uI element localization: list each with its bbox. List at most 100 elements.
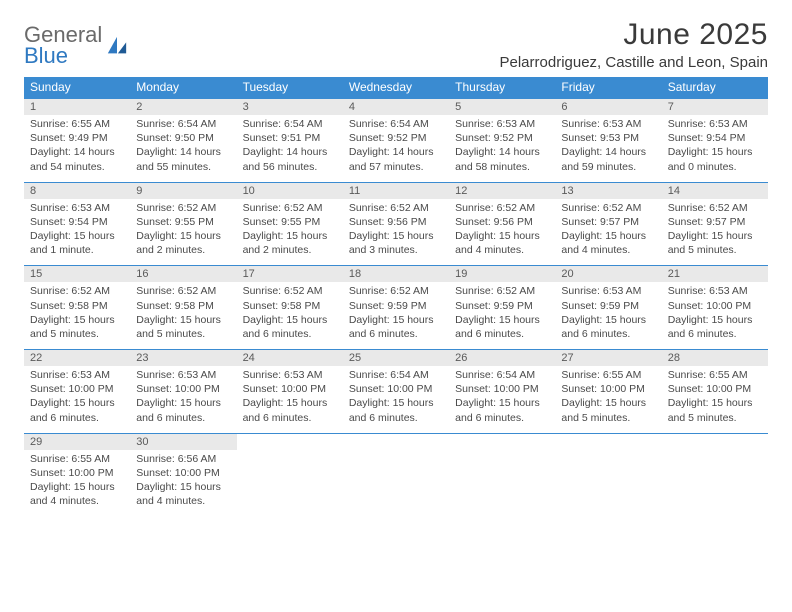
- dow-sunday: Sunday: [24, 77, 130, 98]
- sunset-text: Sunset: 9:55 PM: [136, 215, 230, 229]
- brand-text: General Blue: [24, 24, 102, 67]
- day-number: 13: [555, 183, 661, 199]
- sunset-text: Sunset: 9:51 PM: [243, 131, 337, 145]
- brand-logo: General Blue: [24, 18, 128, 67]
- sunset-text: Sunset: 10:00 PM: [30, 382, 124, 396]
- day-cell: Sunrise: 6:55 AMSunset: 10:00 PMDaylight…: [662, 366, 768, 433]
- sunrise-text: Sunrise: 6:53 AM: [243, 368, 337, 382]
- day-number: 25: [343, 350, 449, 366]
- sunrise-text: Sunrise: 6:52 AM: [243, 201, 337, 215]
- day-number: 3: [237, 99, 343, 115]
- sunset-text: Sunset: 9:57 PM: [668, 215, 762, 229]
- daylight-line-1: Daylight: 15 hours: [243, 229, 337, 243]
- day-cell: Sunrise: 6:53 AMSunset: 9:54 PMDaylight:…: [24, 199, 130, 266]
- daylight-line-1: Daylight: 15 hours: [561, 229, 655, 243]
- sunset-text: Sunset: 9:56 PM: [455, 215, 549, 229]
- sunset-text: Sunset: 9:54 PM: [30, 215, 124, 229]
- sunrise-text: Sunrise: 6:54 AM: [455, 368, 549, 382]
- daylight-line-1: Daylight: 15 hours: [136, 313, 230, 327]
- month-title: June 2025: [500, 18, 769, 52]
- daylight-line-1: Daylight: 15 hours: [349, 313, 443, 327]
- sunset-text: Sunset: 9:52 PM: [455, 131, 549, 145]
- daylight-line-2: and 1 minute.: [30, 243, 124, 257]
- sunrise-text: Sunrise: 6:52 AM: [455, 201, 549, 215]
- day-cell: Sunrise: 6:54 AMSunset: 9:52 PMDaylight:…: [343, 115, 449, 182]
- daylight-line-2: and 6 minutes.: [349, 327, 443, 341]
- daylight-line-2: and 58 minutes.: [455, 160, 549, 174]
- day-number: 18: [343, 266, 449, 282]
- title-block: June 2025 Pelarrodriguez, Castille and L…: [500, 18, 769, 71]
- daylight-line-1: Daylight: 15 hours: [30, 229, 124, 243]
- sunrise-text: Sunrise: 6:52 AM: [136, 284, 230, 298]
- sunrise-text: Sunrise: 6:53 AM: [561, 284, 655, 298]
- sunrise-text: Sunrise: 6:55 AM: [30, 452, 124, 466]
- dow-tuesday: Tuesday: [237, 77, 343, 98]
- daylight-line-2: and 54 minutes.: [30, 160, 124, 174]
- week-row: 2930Sunrise: 6:55 AMSunset: 10:00 PMDayl…: [24, 433, 768, 517]
- day-cell: Sunrise: 6:53 AMSunset: 10:00 PMDaylight…: [662, 282, 768, 349]
- daylight-line-2: and 5 minutes.: [30, 327, 124, 341]
- header: General Blue June 2025 Pelarrodriguez, C…: [24, 18, 768, 71]
- daylight-line-2: and 5 minutes.: [668, 243, 762, 257]
- sunset-text: Sunset: 9:58 PM: [243, 299, 337, 313]
- day-number: 2: [130, 99, 236, 115]
- daylight-line-1: Daylight: 15 hours: [243, 396, 337, 410]
- day-cell: Sunrise: 6:52 AMSunset: 9:55 PMDaylight:…: [237, 199, 343, 266]
- daylight-line-1: Daylight: 15 hours: [668, 229, 762, 243]
- daylight-line-2: and 59 minutes.: [561, 160, 655, 174]
- page: General Blue June 2025 Pelarrodriguez, C…: [0, 0, 792, 516]
- sunset-text: Sunset: 9:57 PM: [561, 215, 655, 229]
- day-cell: [237, 450, 343, 517]
- daylight-line-1: Daylight: 14 hours: [561, 145, 655, 159]
- day-cell: Sunrise: 6:54 AMSunset: 9:51 PMDaylight:…: [237, 115, 343, 182]
- daylight-line-2: and 2 minutes.: [136, 243, 230, 257]
- sunset-text: Sunset: 9:55 PM: [243, 215, 337, 229]
- day-number: 4: [343, 99, 449, 115]
- daylight-line-2: and 0 minutes.: [668, 160, 762, 174]
- day-cell: Sunrise: 6:52 AMSunset: 9:59 PMDaylight:…: [449, 282, 555, 349]
- daylight-line-1: Daylight: 15 hours: [455, 229, 549, 243]
- day-number: 14: [662, 183, 768, 199]
- dow-thursday: Thursday: [449, 77, 555, 98]
- day-number: 9: [130, 183, 236, 199]
- sunset-text: Sunset: 10:00 PM: [243, 382, 337, 396]
- sunset-text: Sunset: 10:00 PM: [30, 466, 124, 480]
- sunrise-text: Sunrise: 6:52 AM: [30, 284, 124, 298]
- daylight-line-2: and 4 minutes.: [561, 243, 655, 257]
- day-number: 26: [449, 350, 555, 366]
- sunrise-text: Sunrise: 6:52 AM: [668, 201, 762, 215]
- sunset-text: Sunset: 10:00 PM: [668, 299, 762, 313]
- sunrise-text: Sunrise: 6:54 AM: [349, 368, 443, 382]
- day-number: 7: [662, 99, 768, 115]
- sunrise-text: Sunrise: 6:52 AM: [561, 201, 655, 215]
- daylight-line-1: Daylight: 15 hours: [136, 229, 230, 243]
- day-cell: Sunrise: 6:56 AMSunset: 10:00 PMDaylight…: [130, 450, 236, 517]
- daylight-line-1: Daylight: 15 hours: [30, 396, 124, 410]
- day-cell: Sunrise: 6:54 AMSunset: 10:00 PMDaylight…: [449, 366, 555, 433]
- daylight-line-2: and 5 minutes.: [136, 327, 230, 341]
- sunrise-text: Sunrise: 6:52 AM: [349, 201, 443, 215]
- sunrise-text: Sunrise: 6:54 AM: [243, 117, 337, 131]
- day-cell: [449, 450, 555, 517]
- location-subtitle: Pelarrodriguez, Castille and Leon, Spain: [500, 54, 769, 71]
- daylight-line-2: and 5 minutes.: [561, 411, 655, 425]
- day-cell: Sunrise: 6:55 AMSunset: 10:00 PMDaylight…: [555, 366, 661, 433]
- sunset-text: Sunset: 9:58 PM: [136, 299, 230, 313]
- day-cell: [343, 450, 449, 517]
- week-row: 22232425262728Sunrise: 6:53 AMSunset: 10…: [24, 349, 768, 433]
- daylight-line-1: Daylight: 15 hours: [561, 313, 655, 327]
- day-cell: Sunrise: 6:52 AMSunset: 9:55 PMDaylight:…: [130, 199, 236, 266]
- sunset-text: Sunset: 9:59 PM: [561, 299, 655, 313]
- sunrise-text: Sunrise: 6:54 AM: [349, 117, 443, 131]
- day-number: [662, 434, 768, 450]
- day-number: 19: [449, 266, 555, 282]
- day-number: 11: [343, 183, 449, 199]
- sunset-text: Sunset: 10:00 PM: [136, 382, 230, 396]
- day-cell: Sunrise: 6:52 AMSunset: 9:57 PMDaylight:…: [555, 199, 661, 266]
- sunrise-text: Sunrise: 6:56 AM: [136, 452, 230, 466]
- day-number: 1: [24, 99, 130, 115]
- daylight-line-1: Daylight: 14 hours: [349, 145, 443, 159]
- sunset-text: Sunset: 10:00 PM: [561, 382, 655, 396]
- daylight-line-2: and 3 minutes.: [349, 243, 443, 257]
- day-number: 23: [130, 350, 236, 366]
